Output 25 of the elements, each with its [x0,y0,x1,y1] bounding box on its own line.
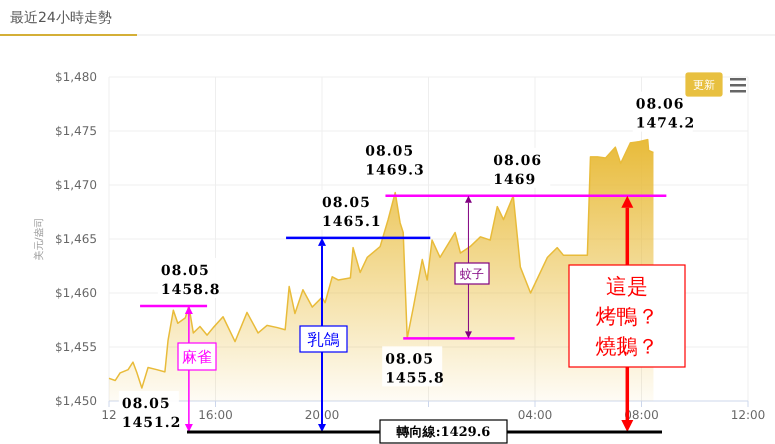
button-update: 更新 [685,72,723,97]
x-tick-label: 12:00 [730,408,766,422]
annotation: 蚊子 [460,266,484,281]
x-tick-label: 12 [101,408,117,422]
annotation: 08.06 1469 [493,152,542,188]
x-tick-label: 16:00 [198,408,233,422]
note-pigeon: 乳鴿 [299,325,348,353]
note-duck: 這是烤鴨？燒鵝？ [568,264,686,368]
annotation: 更新 [693,78,715,92]
note-mosquito: 蚊子 [454,262,490,285]
y-tick-label: $1,470 [55,178,97,192]
y-tick-label: $1,480 [55,70,97,84]
y-tick-label: $1,465 [55,232,97,246]
x-tick-label: 04:00 [518,408,552,422]
y-axis-title: 美元/盎司 [33,217,45,261]
y-tick-label: $1,450 [55,394,97,408]
chart-title: 最近24小時走勢 [10,10,112,26]
note-sparrow: 麻雀 [177,342,217,371]
note-turning: 轉向線:1429.6 [379,419,508,444]
y-tick-label: $1,455 [55,340,97,354]
y-tick-label: $1,460 [55,286,97,300]
annotation: 麻雀 [182,348,212,366]
y-tick-label: $1,475 [55,124,97,138]
annotation: 乳鴿 [308,330,340,349]
annotation: 這是烤鴨？燒鵝？ [596,274,658,359]
